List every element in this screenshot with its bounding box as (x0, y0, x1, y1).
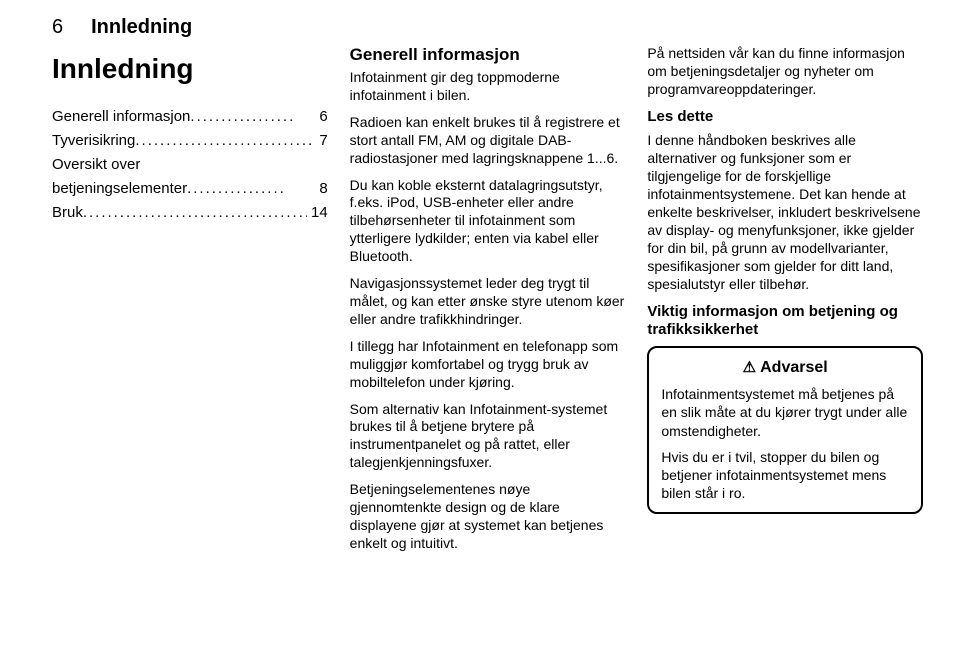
toc-page: 6 (315, 105, 327, 129)
body-text: På nettsiden vår kan du finne informasjo… (647, 45, 923, 99)
toc-label: Bruk (52, 201, 83, 225)
toc-line-2: Tyverisikring ..........................… (52, 129, 328, 153)
body-text: Radioen kan enkelt brukes til å registre… (350, 114, 626, 168)
warning-title-text: Advarsel (760, 359, 828, 376)
subheading: Les dette (647, 108, 923, 127)
warning-text: Hvis du er i tvil, stopper du bilen og b… (661, 448, 909, 503)
toc-label: betjeningselementer (52, 177, 187, 201)
section-heading: Generell informasjon (350, 45, 626, 65)
column-3: På nettsiden vår kan du finne informasjo… (647, 45, 923, 562)
toc-label: Tyverisikring (52, 129, 135, 153)
running-header: 6 Innledning (52, 16, 923, 39)
page-root: 6 Innledning Innledning Generell informa… (0, 0, 959, 655)
toc-line-4: Bruk ...................................… (52, 201, 328, 225)
toc-line-3a: Oversikt over (52, 153, 328, 177)
toc-dots: ............................. (135, 129, 315, 153)
warning-title: ⚠Advarsel (661, 358, 909, 377)
toc-label: Generell informasjon (52, 105, 190, 129)
column-1: Innledning Generell informasjon ........… (52, 45, 328, 562)
toc-line-3b: betjeningselementer ................ 8 (52, 177, 328, 201)
body-text: I denne håndboken beskrives alle alterna… (647, 132, 923, 293)
body-text: Som alternativ kan Infotainment-systemet… (350, 401, 626, 473)
subheading: Viktig informasjon om betjening og trafi… (647, 303, 923, 341)
body-text: Navigasjonssystemet leder deg trygt til … (350, 275, 626, 329)
toc-page: 14 (307, 201, 328, 225)
body-text: Betjeningselementenes nøye gjennomtenkte… (350, 481, 626, 553)
column-2: Generell informasjon Infotainment gir de… (350, 45, 626, 562)
body-text: Infotainment gir deg toppmoderne infotai… (350, 69, 626, 105)
columns: Innledning Generell informasjon ........… (52, 45, 923, 562)
toc-page: 7 (315, 129, 327, 153)
page-number: 6 (52, 16, 63, 39)
main-heading: Innledning (52, 53, 328, 85)
warning-text: Infotainmentsystemet må betjenes på en s… (661, 385, 909, 440)
toc-dots: ................. (190, 105, 315, 129)
running-title: Innledning (91, 16, 192, 39)
warning-icon: ⚠ (743, 359, 756, 376)
body-text: I tillegg har Infotainment en telefonapp… (350, 338, 626, 392)
body-text: Du kan koble eksternt datalagringsutstyr… (350, 177, 626, 267)
toc-dots: ................ (187, 177, 315, 201)
warning-box: ⚠Advarsel Infotainmentsystemet må betjen… (647, 346, 923, 514)
toc-line-1: Generell informasjon ................. 6 (52, 105, 328, 129)
toc-label: Oversikt over (52, 153, 140, 177)
toc-dots: ........................................… (83, 201, 307, 225)
toc-page: 8 (315, 177, 327, 201)
